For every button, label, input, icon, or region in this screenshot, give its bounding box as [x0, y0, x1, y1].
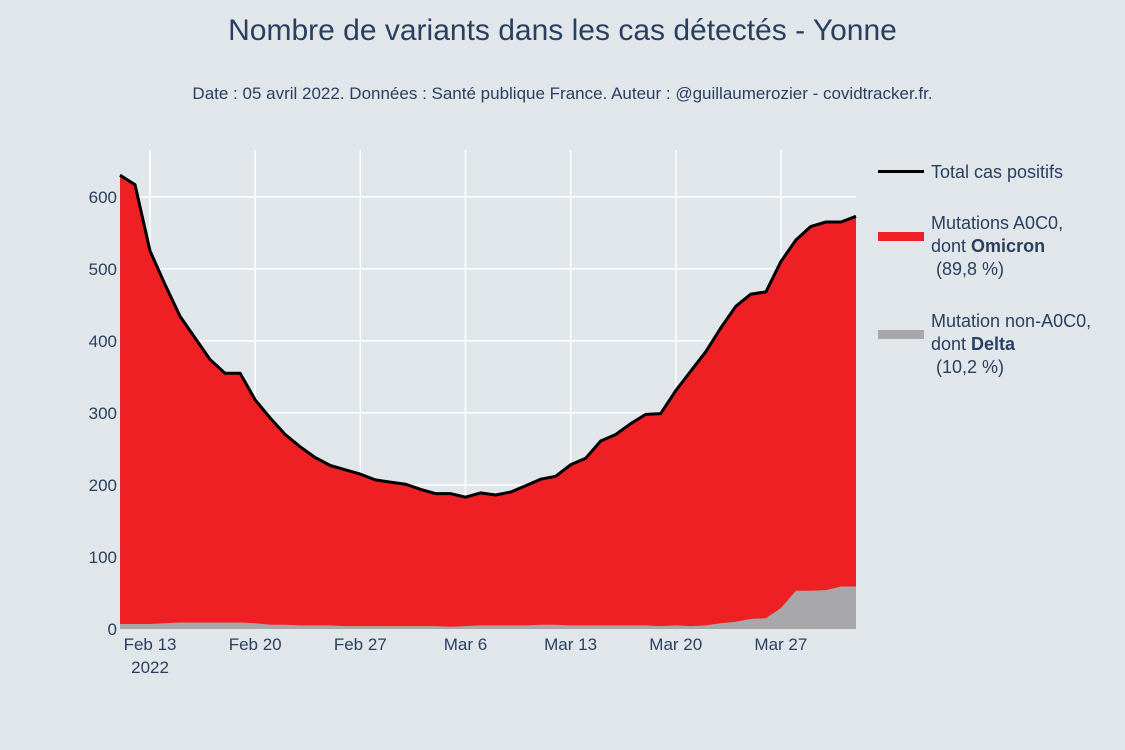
area-non-a0c0-delta	[120, 586, 856, 629]
y-tick-label: 500	[89, 260, 117, 279]
x-tick-label: Mar 6	[444, 635, 487, 654]
legend-a0c0-prefix: dont	[931, 236, 972, 256]
line-total-cas-positifs	[119, 173, 857, 499]
x-tick-label: Mar 20	[649, 635, 702, 654]
legend-a0c0-percent: (89,8 %)	[936, 259, 1005, 279]
y-tick-label: 400	[89, 332, 117, 351]
legend-line-symbol	[878, 170, 924, 173]
x-tick-label: Mar 27	[754, 635, 807, 654]
legend-non-line1: Mutation non-A0C0,	[931, 311, 1092, 331]
y-tick-label: 300	[89, 404, 117, 423]
legend-a0c0-omicron: Omicron	[971, 236, 1046, 256]
y-tick-label: 0	[108, 620, 117, 639]
legend-swatch-non-a0c0	[878, 330, 924, 339]
y-axis-ticks: 0 100 200 300 400 500 600	[89, 188, 117, 639]
legend-label-total: Total cas positifs	[931, 162, 1064, 182]
y-tick-label: 100	[89, 548, 117, 567]
legend-non-percent: (10,2 %)	[936, 357, 1005, 377]
area-a0c0-omicron	[120, 175, 856, 629]
x-tick-label: Feb 20	[229, 635, 282, 654]
x-tick-year: 2022	[131, 658, 169, 677]
legend-non-delta: Delta	[971, 334, 1016, 354]
y-tick-label: 600	[89, 188, 117, 207]
legend-non-prefix: dont	[931, 334, 972, 354]
chart-subtitle: Date : 05 avril 2022. Données : Santé pu…	[192, 84, 933, 103]
x-tick-label: Mar 13	[544, 635, 597, 654]
x-axis-ticks: Feb 13 Feb 20 Feb 27 Mar 6 Mar 13 Mar 20 Mar 2…	[124, 635, 808, 677]
y-tick-label: 200	[89, 476, 117, 495]
x-tick-label: Feb 13	[124, 635, 177, 654]
legend-a0c0-line1: Mutations A0C0,	[931, 213, 1064, 233]
x-tick-label: Feb 27	[334, 635, 387, 654]
legend-swatch-a0c0	[878, 232, 924, 241]
chart-title: Nombre de variants dans les cas détectés…	[228, 14, 897, 47]
